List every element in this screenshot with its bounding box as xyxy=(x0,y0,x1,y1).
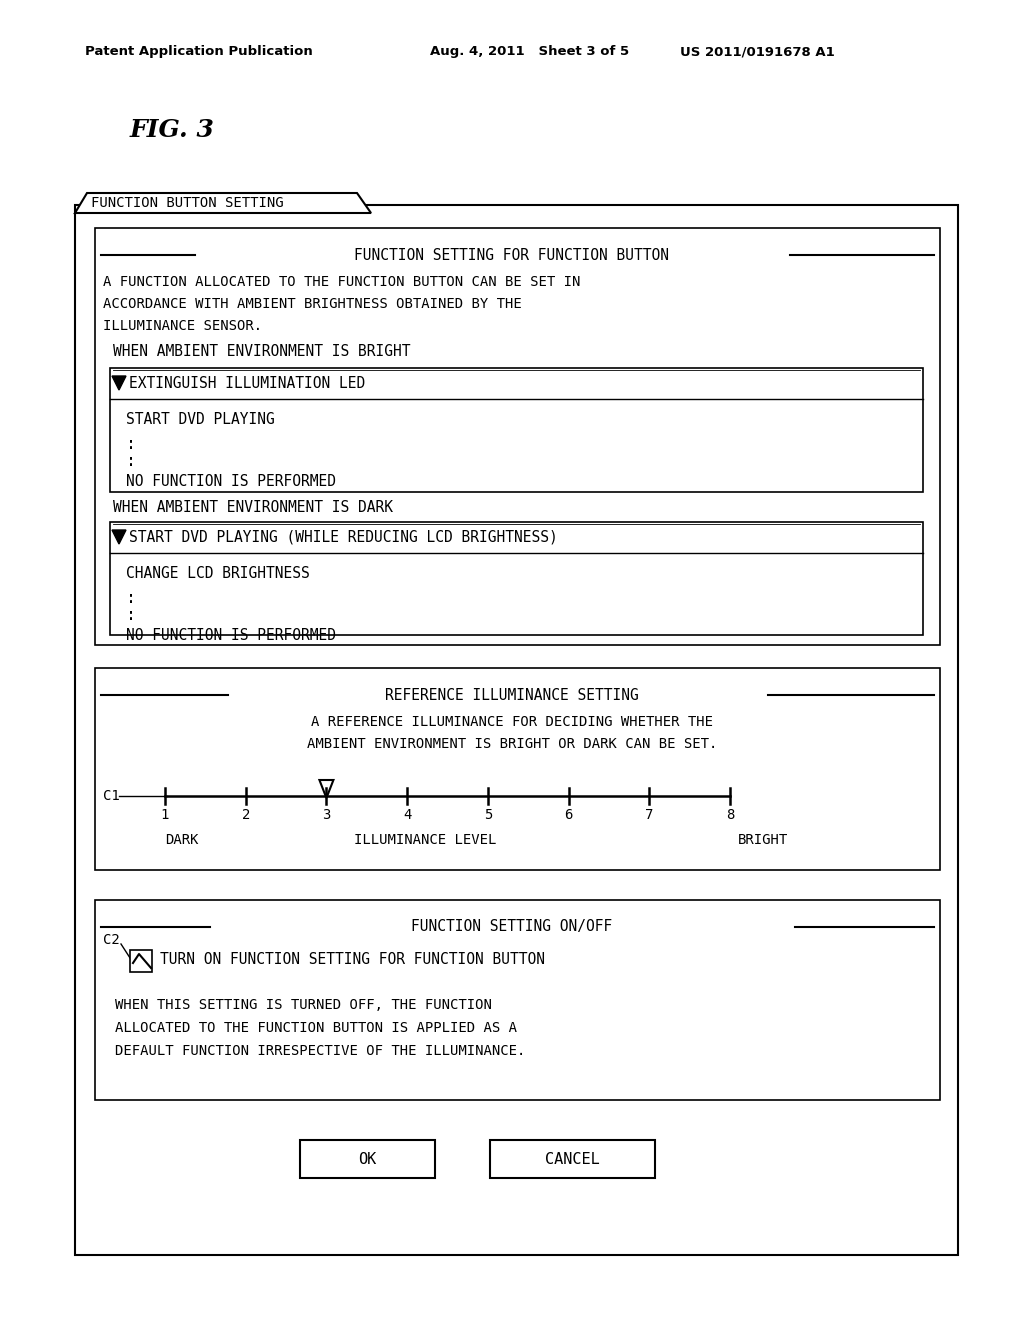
Text: :: : xyxy=(126,606,136,624)
Text: :: : xyxy=(126,436,136,453)
Text: 6: 6 xyxy=(564,808,572,822)
Text: FIG. 3: FIG. 3 xyxy=(130,117,215,143)
Text: START DVD PLAYING (WHILE REDUCING LCD BRIGHTNESS): START DVD PLAYING (WHILE REDUCING LCD BR… xyxy=(129,529,558,544)
Text: FUNCTION SETTING FOR FUNCTION BUTTON: FUNCTION SETTING FOR FUNCTION BUTTON xyxy=(354,248,670,263)
Bar xyxy=(110,521,923,635)
Bar xyxy=(300,1140,435,1177)
Bar xyxy=(95,228,940,645)
Text: WHEN AMBIENT ENVIRONMENT IS DARK: WHEN AMBIENT ENVIRONMENT IS DARK xyxy=(113,500,393,516)
Text: US 2011/0191678 A1: US 2011/0191678 A1 xyxy=(680,45,835,58)
Text: TURN ON FUNCTION SETTING FOR FUNCTION BUTTON: TURN ON FUNCTION SETTING FOR FUNCTION BU… xyxy=(160,953,545,968)
Text: FUNCTION SETTING ON/OFF: FUNCTION SETTING ON/OFF xyxy=(412,920,612,935)
Text: 8: 8 xyxy=(726,808,734,822)
Text: 5: 5 xyxy=(483,808,493,822)
Text: DARK: DARK xyxy=(165,833,199,847)
Text: FUNCTION BUTTON SETTING: FUNCTION BUTTON SETTING xyxy=(91,195,284,210)
Text: START DVD PLAYING: START DVD PLAYING xyxy=(126,412,274,426)
Text: C1: C1 xyxy=(103,789,120,803)
Polygon shape xyxy=(75,193,371,213)
Text: ILLUMINANCE LEVEL: ILLUMINANCE LEVEL xyxy=(354,833,497,847)
Text: AMBIENT ENVIRONMENT IS BRIGHT OR DARK CAN BE SET.: AMBIENT ENVIRONMENT IS BRIGHT OR DARK CA… xyxy=(307,737,717,751)
Bar xyxy=(130,950,152,972)
Text: EXTINGUISH ILLUMINATION LED: EXTINGUISH ILLUMINATION LED xyxy=(129,375,366,391)
Bar xyxy=(95,668,940,870)
Text: ACCORDANCE WITH AMBIENT BRIGHTNESS OBTAINED BY THE: ACCORDANCE WITH AMBIENT BRIGHTNESS OBTAI… xyxy=(103,297,522,312)
Bar xyxy=(95,900,940,1100)
Text: Aug. 4, 2011   Sheet 3 of 5: Aug. 4, 2011 Sheet 3 of 5 xyxy=(430,45,629,58)
Polygon shape xyxy=(112,376,126,389)
Text: CHANGE LCD BRIGHTNESS: CHANGE LCD BRIGHTNESS xyxy=(126,565,309,581)
Text: ALLOCATED TO THE FUNCTION BUTTON IS APPLIED AS A: ALLOCATED TO THE FUNCTION BUTTON IS APPL… xyxy=(115,1020,517,1035)
Text: 2: 2 xyxy=(242,808,250,822)
Text: REFERENCE ILLUMINANCE SETTING: REFERENCE ILLUMINANCE SETTING xyxy=(385,688,639,702)
Text: NO FUNCTION IS PERFORMED: NO FUNCTION IS PERFORMED xyxy=(126,474,336,490)
Text: NO FUNCTION IS PERFORMED: NO FUNCTION IS PERFORMED xyxy=(126,628,336,644)
Text: 1: 1 xyxy=(161,808,169,822)
Bar xyxy=(110,368,923,492)
Text: Patent Application Publication: Patent Application Publication xyxy=(85,45,312,58)
Text: 7: 7 xyxy=(645,808,653,822)
Text: CANCEL: CANCEL xyxy=(545,1151,600,1167)
Text: WHEN AMBIENT ENVIRONMENT IS BRIGHT: WHEN AMBIENT ENVIRONMENT IS BRIGHT xyxy=(113,345,411,359)
Text: WHEN THIS SETTING IS TURNED OFF, THE FUNCTION: WHEN THIS SETTING IS TURNED OFF, THE FUN… xyxy=(115,998,492,1012)
Text: 4: 4 xyxy=(403,808,412,822)
Bar xyxy=(490,1140,655,1177)
Polygon shape xyxy=(112,531,126,544)
Text: DEFAULT FUNCTION IRRESPECTIVE OF THE ILLUMINANCE.: DEFAULT FUNCTION IRRESPECTIVE OF THE ILL… xyxy=(115,1044,525,1059)
Text: A FUNCTION ALLOCATED TO THE FUNCTION BUTTON CAN BE SET IN: A FUNCTION ALLOCATED TO THE FUNCTION BUT… xyxy=(103,275,581,289)
Text: A REFERENCE ILLUMINANCE FOR DECIDING WHETHER THE: A REFERENCE ILLUMINANCE FOR DECIDING WHE… xyxy=(311,715,713,729)
Text: BRIGHT: BRIGHT xyxy=(738,833,788,847)
Text: OK: OK xyxy=(358,1151,377,1167)
Text: :: : xyxy=(126,589,136,607)
Text: 3: 3 xyxy=(323,808,331,822)
Bar xyxy=(75,205,958,1255)
Text: :: : xyxy=(126,451,136,470)
Text: ILLUMINANCE SENSOR.: ILLUMINANCE SENSOR. xyxy=(103,319,262,333)
Text: C2: C2 xyxy=(103,933,120,946)
